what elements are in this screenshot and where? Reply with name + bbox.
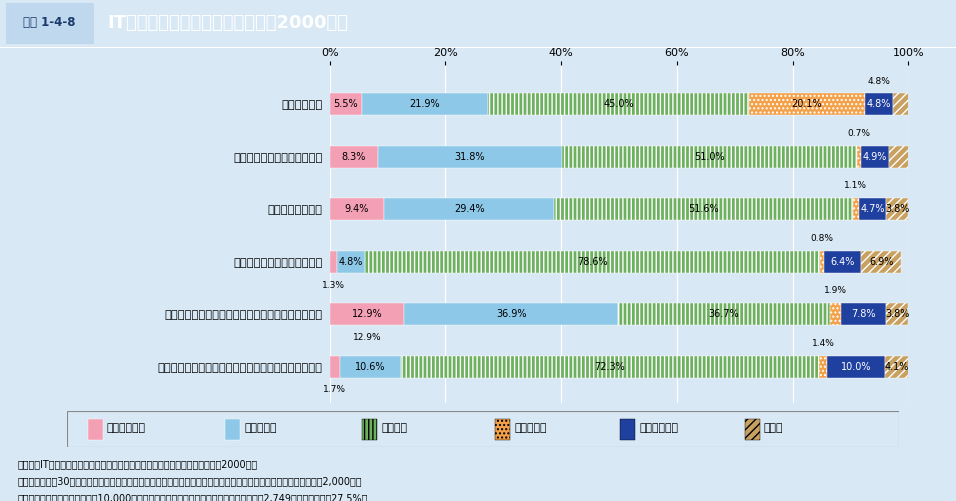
Bar bbox=[330, 94, 361, 115]
Text: IT化による仕事の変化（個人）（2000年）: IT化による仕事の変化（個人）（2000年） bbox=[107, 14, 348, 32]
Text: かなり減った: かなり減った bbox=[640, 423, 678, 433]
Bar bbox=[853, 198, 859, 220]
Bar bbox=[827, 356, 885, 378]
Bar bbox=[885, 356, 909, 378]
Text: 12.9%: 12.9% bbox=[352, 309, 382, 319]
Text: 4.8%: 4.8% bbox=[866, 100, 891, 109]
Bar bbox=[339, 356, 401, 378]
Bar bbox=[337, 250, 365, 273]
Bar bbox=[886, 198, 908, 220]
Bar bbox=[893, 94, 909, 115]
Bar bbox=[819, 356, 827, 378]
Text: 6.4%: 6.4% bbox=[831, 257, 855, 267]
Text: かなり増えた: かなり増えた bbox=[107, 423, 146, 433]
Text: 10.6%: 10.6% bbox=[355, 362, 385, 372]
Text: 51.6%: 51.6% bbox=[688, 204, 719, 214]
Bar bbox=[889, 146, 909, 168]
Text: 変化なし: 変化なし bbox=[381, 423, 407, 433]
Text: 8.3%: 8.3% bbox=[341, 152, 366, 162]
Bar bbox=[330, 198, 384, 220]
Text: 1.4%: 1.4% bbox=[812, 339, 835, 348]
Bar bbox=[618, 303, 830, 325]
Text: 4.1%: 4.1% bbox=[884, 362, 909, 372]
Text: 5.5%: 5.5% bbox=[334, 100, 358, 109]
Text: 31.8%: 31.8% bbox=[454, 152, 485, 162]
Bar bbox=[857, 146, 860, 168]
Bar bbox=[865, 94, 893, 115]
Text: 0.8%: 0.8% bbox=[811, 234, 834, 243]
Bar bbox=[861, 250, 902, 273]
Text: 4.8%: 4.8% bbox=[339, 257, 363, 267]
Bar bbox=[361, 94, 489, 115]
Text: 3.8%: 3.8% bbox=[885, 204, 909, 214]
Text: 1.3%: 1.3% bbox=[322, 281, 345, 290]
Text: （注）　従業員30人以上、農林水産業と公務を除く全国の企業を対象に、業種別・規模別に層化して抽出した企業（2,000社）: （注） 従業員30人以上、農林水産業と公務を除く全国の企業を対象に、業種別・規模… bbox=[17, 476, 361, 486]
Bar bbox=[378, 146, 562, 168]
Text: 1.1%: 1.1% bbox=[844, 181, 867, 190]
Bar bbox=[225, 419, 240, 440]
Bar bbox=[745, 419, 760, 440]
Text: 図表 1-4-8: 図表 1-4-8 bbox=[24, 17, 76, 30]
Text: 無回答: 無回答 bbox=[764, 423, 783, 433]
Text: 21.9%: 21.9% bbox=[410, 100, 441, 109]
Bar bbox=[562, 146, 857, 168]
Text: 29.4%: 29.4% bbox=[454, 204, 485, 214]
Bar bbox=[384, 198, 554, 220]
Text: 20.1%: 20.1% bbox=[792, 100, 822, 109]
Text: 72.3%: 72.3% bbox=[595, 362, 625, 372]
Bar bbox=[489, 94, 749, 115]
Bar bbox=[88, 419, 102, 440]
Text: 1.7%: 1.7% bbox=[323, 385, 346, 394]
Bar bbox=[365, 250, 819, 273]
Text: 12.9%: 12.9% bbox=[353, 333, 381, 342]
Bar bbox=[886, 303, 908, 325]
Bar bbox=[819, 250, 824, 273]
Text: 4.7%: 4.7% bbox=[860, 204, 885, 214]
Bar bbox=[495, 419, 511, 440]
Text: 4.9%: 4.9% bbox=[862, 152, 887, 162]
Text: 6.9%: 6.9% bbox=[869, 257, 894, 267]
Text: 1.9%: 1.9% bbox=[824, 286, 847, 295]
Text: 4.8%: 4.8% bbox=[867, 77, 890, 86]
Text: やや増えた: やや増えた bbox=[244, 423, 276, 433]
Bar bbox=[860, 146, 889, 168]
Text: 9.4%: 9.4% bbox=[345, 204, 369, 214]
Text: 36.9%: 36.9% bbox=[496, 309, 527, 319]
Bar bbox=[620, 419, 635, 440]
Bar bbox=[6, 4, 94, 44]
Bar bbox=[830, 303, 841, 325]
Bar bbox=[330, 303, 404, 325]
Bar bbox=[362, 419, 378, 440]
Bar bbox=[859, 198, 886, 220]
Bar bbox=[330, 356, 339, 378]
Text: 0.7%: 0.7% bbox=[847, 129, 870, 138]
Bar bbox=[824, 250, 861, 273]
Text: 45.0%: 45.0% bbox=[603, 100, 634, 109]
Text: 3.8%: 3.8% bbox=[885, 309, 909, 319]
Bar bbox=[401, 356, 819, 378]
Text: 資料：「IT革命」が我が国の労働に与える影響についての調査研究報告書」（2000年）: 資料：「IT革命」が我が国の労働に与える影響についての調査研究報告書」（2000… bbox=[17, 459, 257, 469]
Text: 36.7%: 36.7% bbox=[708, 309, 739, 319]
Text: 10.0%: 10.0% bbox=[841, 362, 872, 372]
Bar bbox=[554, 198, 853, 220]
Bar bbox=[330, 146, 378, 168]
Bar bbox=[404, 303, 618, 325]
Text: の正社員ホワイトカラー10,000人（各社５人）に対するアンケート調査。有効回答2,749票、有効回答率27.5%。: の正社員ホワイトカラー10,000人（各社５人）に対するアンケート調査。有効回答… bbox=[17, 493, 368, 501]
Bar bbox=[841, 303, 886, 325]
Text: 51.0%: 51.0% bbox=[694, 152, 725, 162]
Bar bbox=[749, 94, 865, 115]
Text: 78.6%: 78.6% bbox=[577, 257, 608, 267]
Bar bbox=[330, 250, 337, 273]
Text: 7.8%: 7.8% bbox=[852, 309, 876, 319]
Text: やや減った: やや減った bbox=[514, 423, 547, 433]
